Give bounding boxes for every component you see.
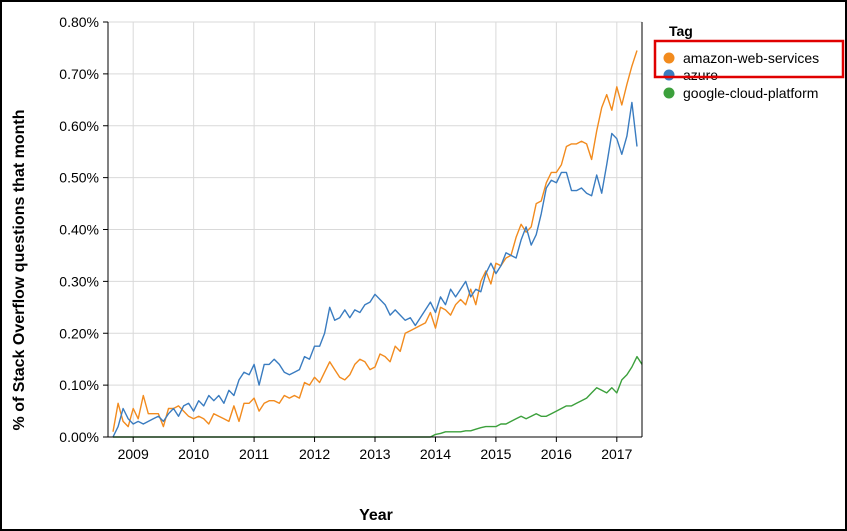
y-tick-label: 0.40% bbox=[59, 222, 99, 238]
legend-label-google-cloud-platform: google-cloud-platform bbox=[683, 85, 818, 101]
x-axis-title: Year bbox=[359, 507, 393, 524]
y-tick-label: 0.00% bbox=[59, 429, 99, 445]
grid bbox=[108, 21, 642, 438]
y-tick-label: 0.50% bbox=[59, 170, 99, 186]
y-tick-label: 0.70% bbox=[59, 66, 99, 82]
y-tick-label: 0.20% bbox=[59, 325, 99, 341]
series-lines bbox=[112, 50, 643, 438]
x-tick-label: 2017 bbox=[601, 446, 632, 462]
x-tick-label: 2012 bbox=[299, 446, 330, 462]
legend-highlight-box bbox=[653, 39, 845, 79]
legend-title: Tag bbox=[669, 23, 693, 39]
y-axis-ticks: 0.00% 0.10% 0.20% 0.30% 0.40% 0.50% 0.60% 0.70%… bbox=[59, 14, 108, 445]
legend-label-azure: azure bbox=[683, 67, 718, 83]
y-tick-label: 0.30% bbox=[59, 273, 99, 289]
x-tick-label: 2011 bbox=[239, 446, 269, 462]
x-tick-label: 2015 bbox=[480, 446, 511, 462]
legend-swatch-azure bbox=[663, 69, 675, 81]
x-tick-label: 2010 bbox=[178, 446, 209, 462]
series-line-azure bbox=[112, 101, 638, 438]
x-tick-label: 2016 bbox=[541, 446, 572, 462]
y-tick-label: 0.80% bbox=[59, 14, 99, 30]
y-tick-label: 0.60% bbox=[59, 118, 99, 134]
y-axis-title: % of Stack Overflow questions that month bbox=[11, 110, 28, 431]
x-tick-label: 2009 bbox=[118, 446, 149, 462]
series-line-amazon-web-services bbox=[112, 50, 638, 432]
legend-swatch-amazon-web-services bbox=[663, 52, 675, 64]
x-axis-ticks: 2009 2010 2011 2012 2013 2014 2015 2016 2017 bbox=[118, 437, 633, 462]
x-tick-label: 2013 bbox=[359, 446, 390, 462]
legend-swatch-google-cloud-platform bbox=[663, 87, 675, 99]
x-tick-label: 2014 bbox=[420, 446, 451, 462]
legend-label-amazon-web-services: amazon-web-services bbox=[683, 50, 819, 66]
series-line-google-cloud-platform bbox=[113, 355, 643, 438]
y-tick-label: 0.10% bbox=[59, 377, 99, 393]
